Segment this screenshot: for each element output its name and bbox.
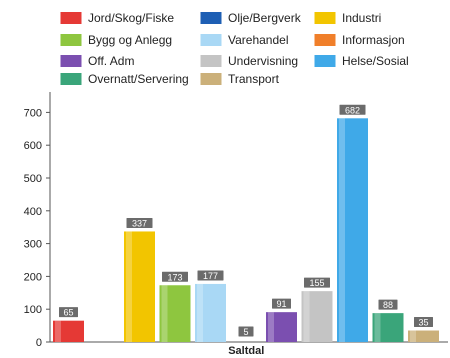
data-label: 337 [132,218,147,228]
bar-highlight [410,330,416,342]
y-tick-label: 0 [36,337,42,349]
bar [159,285,191,342]
legend-label: Off. Adm [88,54,134,68]
y-tick-label: 600 [24,140,42,152]
data-label: 5 [243,327,248,337]
legend-swatch [59,11,83,25]
bar [408,330,439,342]
x-category-label: Saltdal [228,345,264,357]
legend-label: Varehandel [228,33,289,47]
legend-label: Olje/Bergverk [228,11,302,25]
bar [53,320,84,342]
y-tick-label: 700 [24,107,42,119]
legend-swatch [313,11,337,25]
legend-swatch [59,72,83,86]
legend-swatch [313,33,337,47]
data-label: 35 [418,318,428,328]
data-label: 88 [383,300,393,310]
bar-highlight [197,283,203,342]
legend-swatch [199,33,223,47]
legend-swatch [199,54,223,68]
data-label: 65 [63,308,73,318]
legend-label: Informasjon [342,33,405,47]
bar-highlight [55,320,61,342]
y-tick-label: 400 [24,206,42,218]
y-tick-label: 500 [24,173,42,185]
bar [372,313,404,342]
data-label-box [161,270,189,283]
bar [266,312,297,342]
bar-highlight [339,118,345,342]
legend-label: Overnatt/Servering [88,72,189,86]
bar-highlight [374,313,381,342]
bar-highlight [161,285,168,342]
legend-swatch [59,33,83,47]
bar [337,118,368,342]
legend-label: Helse/Sosial [342,54,409,68]
data-label-box [58,306,79,319]
y-tick-label: 200 [24,271,42,283]
data-label-box [303,276,331,289]
data-label: 177 [203,271,218,281]
data-label-box [271,297,292,310]
data-label: 91 [276,299,286,309]
legend-swatch [199,11,223,25]
bar-highlight [268,312,274,342]
bar [301,291,333,342]
legend-swatch [59,54,83,68]
legend-label: Bygg og Anlegg [88,33,172,47]
data-label-box [413,316,434,329]
bar [124,231,155,342]
data-label: 173 [167,272,182,282]
data-label-box [377,298,399,311]
y-tick-label: 300 [24,239,42,251]
legend-label: Industri [342,11,381,25]
data-label-box [125,216,154,229]
data-label-box [237,325,255,338]
bar-highlight [303,291,310,342]
data-label: 155 [309,278,324,288]
data-label: 682 [345,105,360,115]
bar-highlight [126,231,132,342]
legend-label: Jord/Skog/Fiske [88,11,174,25]
y-tick-label: 100 [24,304,42,316]
legend-swatch [313,54,337,68]
data-label-box [338,103,367,116]
data-label-box [196,269,225,282]
bar [195,283,226,342]
legend-label: Undervisning [228,54,298,68]
legend-swatch [199,72,223,86]
legend-label: Transport [228,72,280,86]
